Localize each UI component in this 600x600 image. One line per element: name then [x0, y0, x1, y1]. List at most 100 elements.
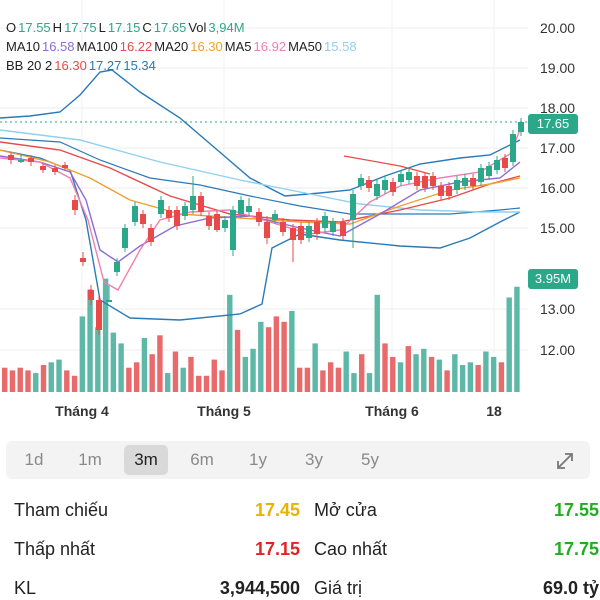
candle-body [88, 290, 94, 300]
candle-body [246, 206, 252, 212]
period-1d-button[interactable]: 1d [24, 450, 44, 469]
candle-body [398, 174, 404, 182]
ohlc-label: Vol [188, 20, 207, 35]
volume-bar [71, 375, 78, 392]
candle-body [214, 214, 220, 230]
period-1m-button[interactable]: 1m [78, 450, 102, 469]
candle-body [330, 222, 336, 232]
x-axis-label: Tháng 5 [197, 403, 251, 419]
candle-body [106, 300, 112, 302]
candle-body [40, 166, 46, 170]
ohlc-label: H [52, 20, 63, 35]
candle-body [52, 168, 58, 172]
candle-body [72, 200, 78, 210]
candle-body [382, 180, 388, 190]
ohlc-value: 17.55 [18, 20, 51, 35]
bb-mid: 17.27 [88, 58, 122, 73]
volume-bar [452, 354, 458, 392]
period-6m-button[interactable]: 6m [190, 450, 214, 469]
volume-bar [110, 332, 117, 392]
candle-body [366, 180, 372, 188]
candle-body [222, 220, 228, 228]
volume-bar [335, 367, 342, 392]
volume-bar [234, 329, 241, 392]
candle-body [298, 226, 304, 240]
volume-bar [320, 370, 326, 392]
period-1y-button[interactable]: 1y [249, 450, 267, 469]
high-label: Cao nhất [314, 539, 388, 559]
price-axis-label: 17.00 [540, 140, 575, 156]
volume-value: 3,944,500 [219, 578, 300, 598]
candle-body [486, 166, 492, 176]
candle-body [230, 210, 236, 250]
candle-body [140, 214, 146, 224]
volume-bar [374, 294, 380, 392]
ma50-line [0, 129, 520, 213]
ohlc-label: C [142, 20, 152, 35]
candle-body [8, 155, 14, 160]
volume-bar [157, 335, 163, 392]
ma-label: MA10 [6, 39, 40, 54]
price-axis-label: 15.00 [540, 220, 575, 236]
ma-value: 15.58 [324, 39, 357, 54]
open-value: 17.55 [553, 500, 599, 520]
ma-value: 16.92 [253, 39, 287, 54]
candle-body [406, 172, 412, 180]
volume-bar [273, 316, 280, 392]
candle-body [264, 222, 270, 238]
last-price-tag: 17.65 [528, 114, 578, 134]
ma-value: 16.22 [119, 39, 153, 54]
volume-bar [281, 321, 287, 392]
bb-upper: 16.30 [54, 58, 87, 73]
period-selector: 1d 1m 3m 6m 1y 3y 5y [6, 441, 590, 479]
candle-body [340, 222, 346, 236]
volume-bar [397, 362, 404, 392]
candle-body [430, 176, 436, 186]
period-5y-button[interactable]: 5y [361, 450, 379, 469]
candle-body [322, 216, 328, 228]
price-chart[interactable]: 20.00 19.00 18.00 17.00 16.00 15.00 13.00 12.00… [0, 0, 600, 432]
volume-bar [95, 327, 101, 392]
bb-mid-band [0, 137, 521, 215]
price-axis-label: 20.00 [540, 20, 575, 36]
candle-body [18, 160, 24, 162]
candle-body [190, 196, 196, 210]
volume-bar [351, 373, 357, 392]
last-volume-tag: 3.95M [528, 269, 578, 289]
bb-lower: 15.34 [123, 58, 156, 73]
volume-bar [149, 354, 155, 392]
volume-bar [506, 297, 512, 392]
chart-canvas[interactable]: 20.00 19.00 18.00 17.00 16.00 15.00 13.00 12.00… [0, 0, 600, 432]
bb-upper-band [0, 69, 521, 197]
candle-body [174, 210, 180, 226]
candle-body [422, 176, 428, 188]
candle-body [494, 160, 500, 170]
expand-icon[interactable] [554, 450, 576, 472]
candle-body [166, 210, 172, 218]
candle-body [478, 168, 484, 182]
candle-body [122, 228, 128, 248]
period-3m-button[interactable]: 3m [124, 445, 168, 475]
period-3y-button[interactable]: 3y [305, 450, 323, 469]
candle-body [454, 180, 460, 190]
volume-bar [312, 343, 318, 392]
candle-body [62, 165, 68, 168]
ma-value: 16.30 [190, 39, 223, 54]
ma-label: MA100 [76, 39, 118, 54]
candle-body [390, 182, 396, 192]
stat-row-3: KL 3,944,500 Giá trị 69.0 tỷ [14, 578, 599, 600]
ohlc-legend: O 17.55 H 17.75 L 17.15 C 17.65 Vol 3,94M [6, 20, 247, 36]
stat-row-2: Thấp nhất 17.15 Cao nhất 17.75 [14, 539, 599, 569]
candle-body [256, 212, 262, 222]
candle-body [446, 186, 452, 196]
ma-value: 16.58 [41, 39, 75, 54]
ma100-line [0, 141, 521, 223]
volume-bar [211, 359, 217, 392]
volume-bar [514, 286, 520, 392]
bb-legend: BB 20 2 16.30 17.27 15.34 [6, 58, 158, 74]
volume-bar [196, 375, 202, 392]
candle-body [414, 176, 420, 186]
volume-bar [289, 311, 295, 392]
volume-bar [180, 367, 186, 392]
price-axis-label: 16.00 [540, 180, 575, 196]
